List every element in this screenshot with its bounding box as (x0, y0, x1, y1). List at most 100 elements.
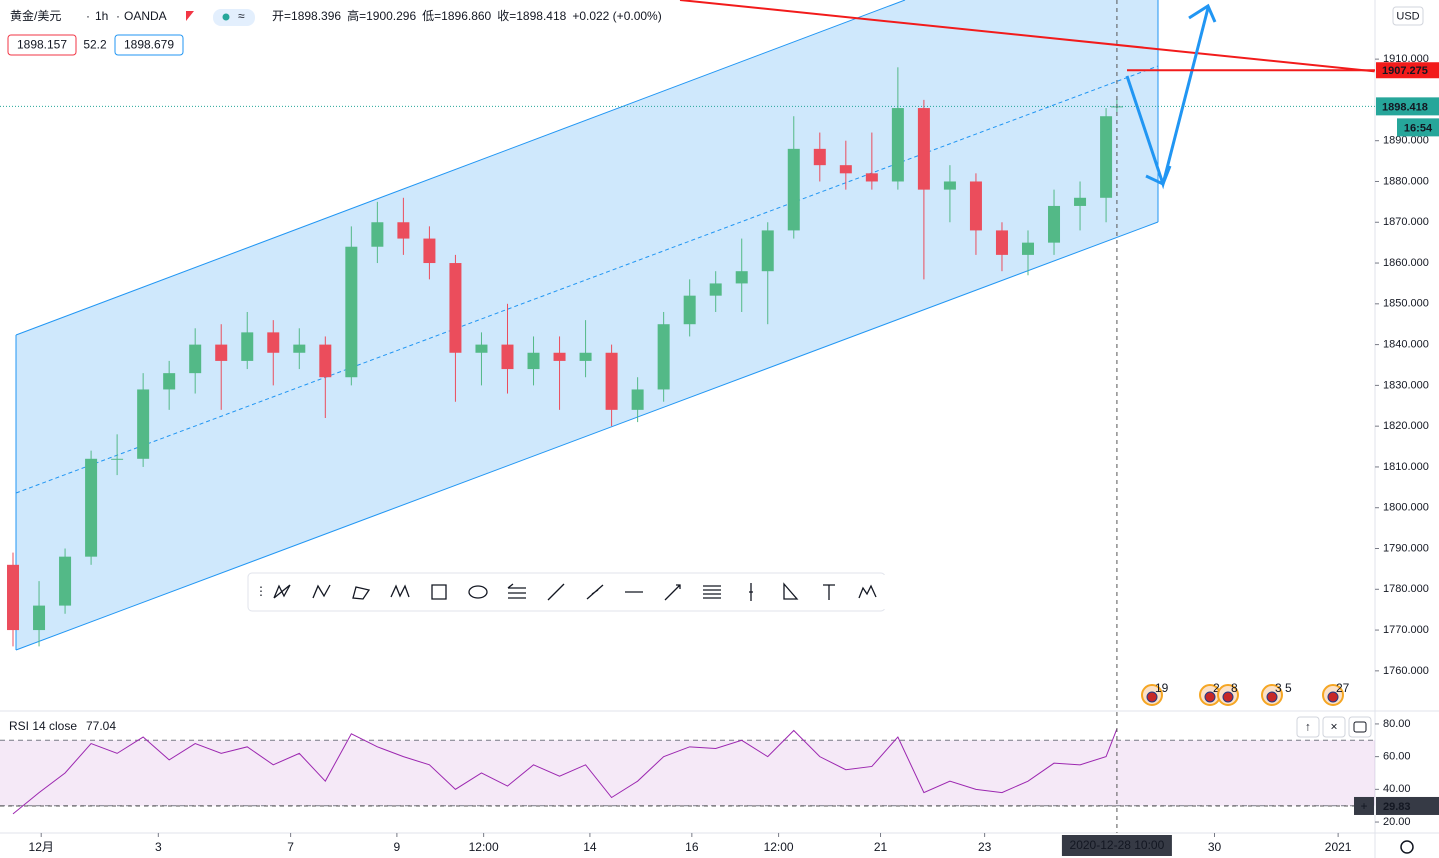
toolbar-button[interactable] (499, 575, 535, 609)
bid-box[interactable] (7, 34, 77, 56)
y-tick-label: 1870.000 (1383, 216, 1429, 228)
candle-body (917, 108, 930, 190)
spread: 52.2 (83, 38, 107, 52)
candle-body (215, 344, 228, 361)
event-flag (1266, 691, 1278, 703)
candle-body (189, 344, 202, 374)
event-flag (1146, 691, 1158, 703)
candle-body (1074, 197, 1087, 206)
candle-body (943, 181, 956, 190)
candle-body (33, 605, 46, 631)
status-pill[interactable] (213, 9, 255, 26)
candle-body (995, 230, 1008, 255)
candle-body (241, 332, 254, 361)
x-tick-label: 3 (155, 840, 162, 854)
candle-body (111, 458, 124, 460)
button-icon: × (1330, 720, 1337, 734)
candle-body (761, 230, 774, 272)
x-tick-label: 12月 (29, 840, 54, 854)
candle-body (657, 324, 670, 390)
arrow-head[interactable] (1188, 3, 1217, 23)
button-icon: ↑ (1305, 720, 1311, 734)
toolbar-button[interactable] (772, 575, 808, 609)
channel-mid[interactable] (15, 65, 1159, 494)
toolbar-button[interactable] (460, 575, 496, 609)
symbol: 黄金/美元 (10, 8, 61, 23)
channel-bottom[interactable] (15, 221, 1159, 651)
toolbar-button[interactable] (421, 575, 457, 609)
toolbar-icon (547, 583, 565, 601)
y-tick-label: 60.00 (1383, 751, 1411, 763)
rsi-line (12, 728, 1118, 815)
candle-body (839, 165, 852, 174)
ohlc-change: +0.022 (+0.00%) (572, 9, 661, 23)
arrow-head[interactable] (1145, 165, 1172, 187)
toolbar-button[interactable] (265, 575, 301, 609)
y-tick-label: 40.00 (1383, 783, 1411, 795)
currency: USD (1396, 10, 1419, 22)
plus-icon: + (1360, 799, 1367, 813)
y-tick-label: 1810.000 (1383, 461, 1429, 473)
candle-body (449, 263, 462, 353)
x-tick-label: 12:00 (764, 840, 794, 854)
candles (7, 67, 1123, 647)
event-count: 3 5 (1275, 681, 1292, 695)
ask: 1898.679 (124, 38, 174, 52)
rsi-title: RSI 14 close (9, 719, 77, 733)
x-tick-label: 2021 (1325, 840, 1352, 854)
last-price: 1898.418 (1382, 101, 1428, 113)
event-count: 8 (1231, 681, 1238, 695)
rsi-band (0, 740, 1375, 806)
event-count: 2 (1213, 681, 1220, 695)
ohlc-close-label: 收= (497, 9, 516, 23)
level-label: 1907.275 (1382, 65, 1428, 77)
candle-body (579, 352, 592, 361)
time-axis[interactable] (0, 833, 1439, 858)
settings-button[interactable] (1400, 840, 1414, 854)
currency-box[interactable] (1392, 6, 1424, 26)
toolbar-icon (858, 584, 877, 599)
level-badge (1376, 62, 1439, 79)
toolbar-icon (431, 584, 447, 600)
x-tick-label: 16 (685, 840, 699, 854)
trend-line[interactable] (679, 0, 1439, 79)
candle-body (605, 352, 618, 410)
y-tick-label: 1830.000 (1383, 379, 1429, 391)
toolbar-icon (468, 585, 488, 599)
ohlc-low-label: 低= (422, 9, 441, 23)
y-tick-label: 1820.000 (1383, 420, 1429, 432)
event-count: 27 (1336, 681, 1350, 695)
candle-body (553, 352, 566, 361)
ask-box[interactable] (114, 34, 184, 56)
candle-body (85, 458, 98, 557)
toolbar-button[interactable] (694, 575, 730, 609)
price-axis[interactable] (1375, 0, 1439, 858)
move-up-button[interactable] (1296, 716, 1320, 738)
candle-body (137, 389, 150, 459)
y-tick-label: 1780.000 (1383, 583, 1429, 595)
toolbar-icon (664, 584, 681, 601)
events: 19 2 8 3 5 27 (1141, 681, 1350, 706)
candle-body (7, 564, 20, 631)
candle-body (371, 222, 384, 247)
separator: · (86, 9, 90, 23)
candle-body (1100, 116, 1113, 198)
toolbar-icon (390, 584, 410, 598)
toolbar-icon (783, 582, 799, 600)
toolbar-button[interactable] (343, 575, 379, 609)
toolbar-button[interactable] (382, 575, 418, 609)
close-button[interactable] (1322, 716, 1346, 738)
toolbar-icon (823, 584, 835, 600)
ohlc-low: 1896.860 (441, 9, 491, 23)
maximize-button[interactable] (1348, 716, 1372, 738)
channel-fill[interactable] (16, 0, 1158, 650)
rsi-value: 77.04 (86, 719, 116, 733)
y-tick-label: 1880.000 (1383, 175, 1429, 187)
channel-top[interactable] (15, 0, 906, 336)
flag-icon[interactable] (186, 11, 194, 21)
drag-handle[interactable]: ⋮ (255, 584, 267, 598)
y-tick-label: 1800.000 (1383, 502, 1429, 514)
candle-body (1021, 242, 1034, 255)
candle-body (813, 148, 826, 166)
crosshair-plus[interactable] (1354, 796, 1374, 815)
